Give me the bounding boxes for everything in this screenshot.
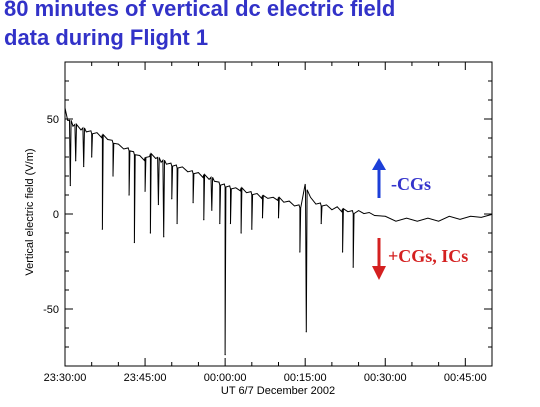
spike-point (112, 175, 114, 177)
spike-point (91, 156, 93, 158)
positive-cg-ic-label: +CGs, ICs (388, 246, 468, 266)
spike-point (163, 236, 165, 238)
spike-point (69, 184, 71, 187)
spike-point (229, 222, 232, 225)
x-tick-label: 00:45:00 (444, 372, 487, 384)
x-tick-label: 23:45:00 (124, 372, 167, 384)
spike-point (299, 251, 301, 253)
axis-ticks: 23:30:00 23:45:00 00:00:00 00:15:00 00:30:00… (43, 62, 493, 384)
spike-point (224, 354, 226, 356)
spike-point (149, 232, 151, 234)
slide-title-line-1: 80 minutes of vertical dc electric field (4, 0, 396, 21)
spike-point (192, 202, 194, 204)
spike-point (341, 251, 344, 253)
x-tick-label: 00:00:00 (204, 372, 247, 384)
spike-point (305, 331, 307, 333)
y-tick-label: 0 (53, 209, 59, 221)
series-group (64, 107, 493, 356)
spike-point (171, 198, 173, 200)
y-tick-label: 50 (47, 114, 59, 126)
spike-point (133, 241, 135, 244)
spike-point (320, 222, 322, 225)
y-axis-label: Vertical electric field (V/m) (24, 148, 36, 275)
spike-point (251, 228, 253, 230)
spike-point (211, 209, 213, 211)
x-tick-label: 00:30:00 (364, 372, 407, 384)
spike-point (75, 160, 77, 162)
x-tick-label: 23:30:00 (44, 372, 87, 384)
spike-point (176, 222, 178, 225)
x-axis-label: UT 6/7 December 2002 (221, 385, 335, 397)
negative-cg-label: -CGs (391, 174, 431, 194)
spike-point (144, 190, 146, 192)
negative-cg-annotation: -CGs (372, 158, 431, 198)
spike-point (157, 203, 160, 206)
spike-point (352, 266, 354, 268)
spike-point (240, 232, 242, 234)
spike-point (128, 194, 130, 196)
spike-point (83, 165, 85, 168)
down-arrowhead-icon (372, 266, 386, 280)
positive-cg-ic-annotation: +CGs, ICs (372, 238, 468, 280)
spike-point (101, 228, 103, 230)
x-tick-label: 00:15:00 (284, 372, 327, 384)
slide-title: 80 minutes of vertical dc electric field… (4, 0, 536, 52)
spike-point (219, 222, 221, 225)
up-arrowhead-icon (372, 158, 386, 170)
spike-point (277, 217, 280, 219)
electric-field-series-line (64, 107, 493, 355)
spike-point (203, 219, 205, 221)
spike-point (261, 217, 264, 219)
slide-title-line-2: data during Flight 1 (4, 25, 209, 50)
y-tick-label: -50 (43, 304, 59, 316)
